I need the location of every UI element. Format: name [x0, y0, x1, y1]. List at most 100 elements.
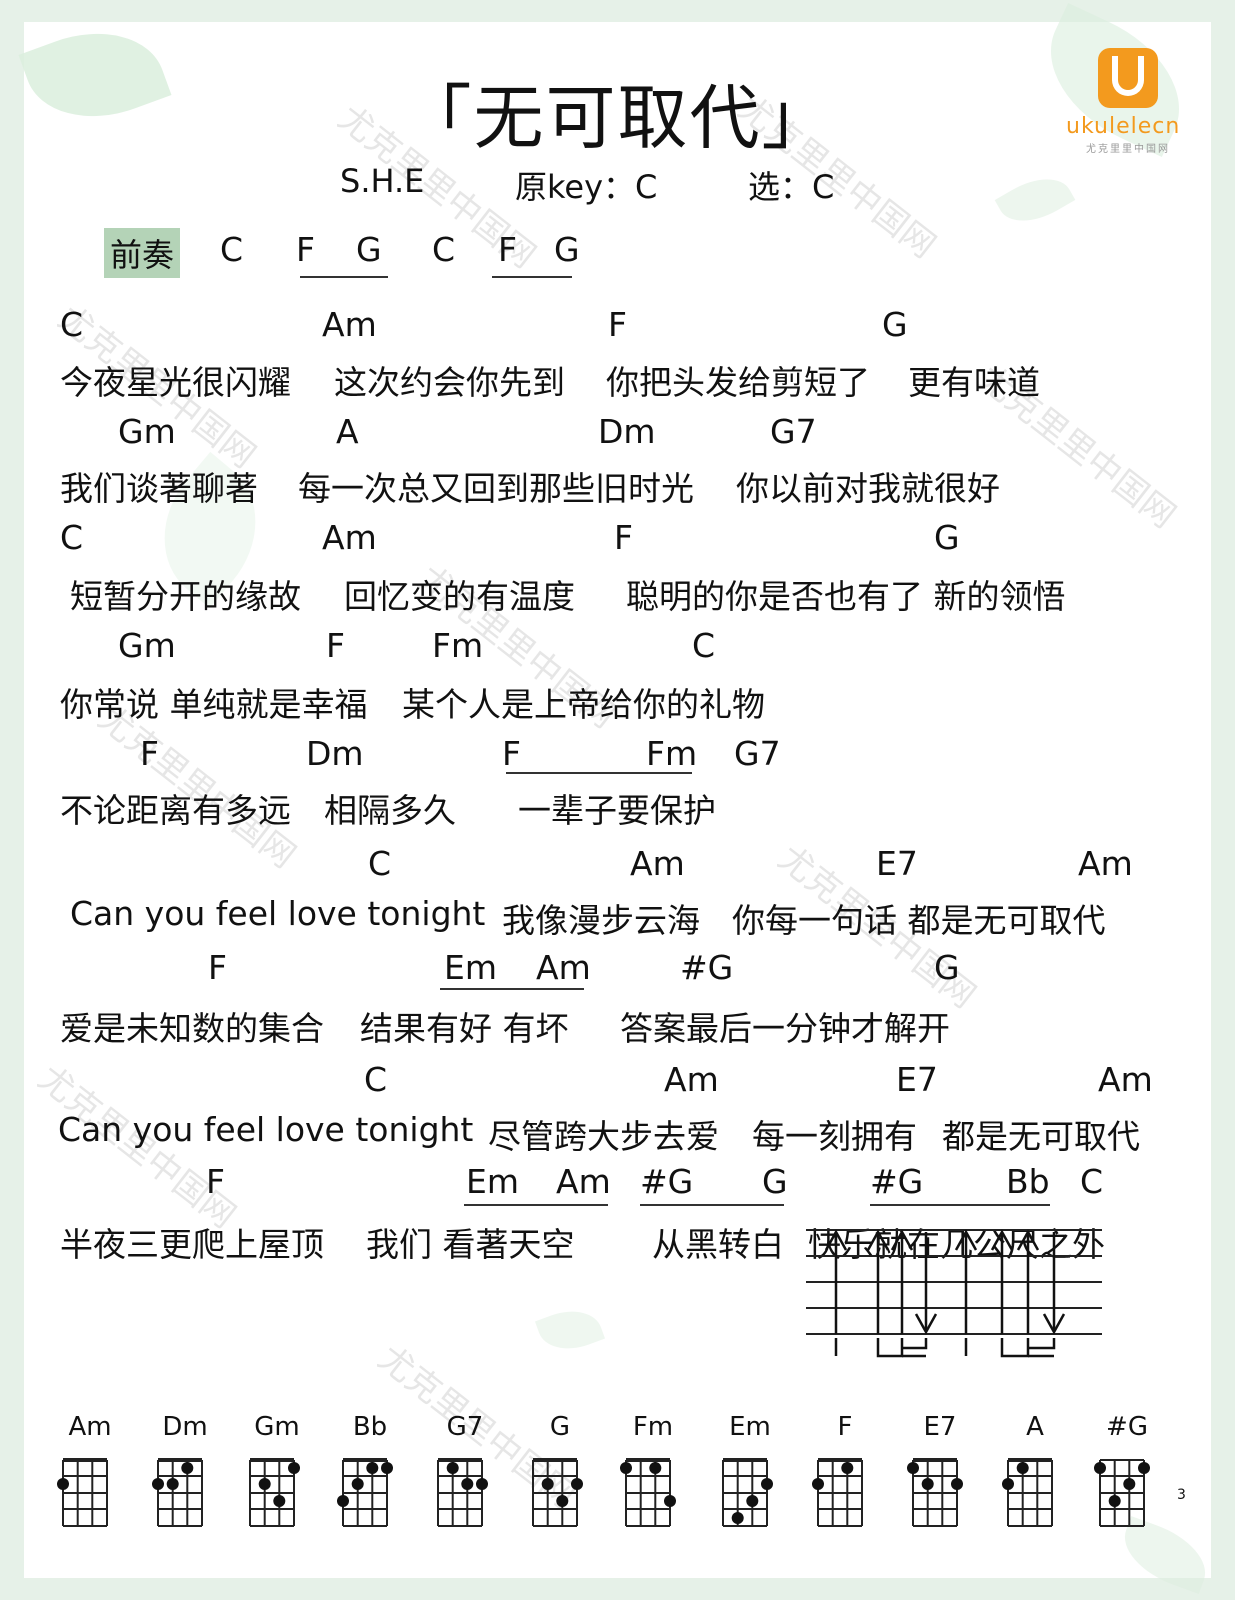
beat-underline: [640, 1204, 784, 1206]
chord: Em: [444, 948, 497, 987]
chord: Dm: [306, 734, 364, 773]
lyric-segment: 每一刻拥有: [752, 1117, 917, 1156]
chord-diagram-f: F: [810, 1412, 880, 1542]
chord: E7: [876, 844, 918, 883]
chord-diagram-g7: G7: [430, 1412, 500, 1542]
intro-label: 前奏: [104, 228, 181, 278]
chord: C: [364, 1060, 388, 1099]
chord-diagram-label: Gm: [254, 1412, 300, 1442]
chord: Fm: [432, 626, 484, 665]
lyric-segment: 回忆变的有温度: [344, 577, 575, 616]
chord-diagram-label: F: [837, 1412, 853, 1442]
lyric-segment: 尽管跨大步去爱: [488, 1117, 719, 1156]
chord: F: [614, 518, 633, 557]
chord-diagram-bb: Bb: [335, 1412, 405, 1542]
chord-diagram-dm: Dm: [150, 1412, 220, 1542]
beat-underline: [300, 276, 388, 278]
chord: #G: [680, 948, 734, 987]
chord-diagram-em: Em: [715, 1412, 785, 1542]
lyric-segment: Can you feel love tonight: [70, 894, 486, 933]
lyric-segment: 你常说 单纯就是幸福: [60, 685, 368, 724]
lyric-segment: 你以前对我就很好: [736, 469, 1000, 508]
lyric-segment: 不论距离有多远: [60, 791, 291, 830]
beat-underline: [492, 276, 572, 278]
chord-diagram-g: G: [525, 1412, 595, 1542]
intro-chord: G: [554, 230, 580, 269]
chord: Am: [556, 1162, 611, 1201]
chord-diagram-label: A: [1026, 1412, 1044, 1442]
intro-chord: F: [498, 230, 517, 269]
song-title: 「无可取代」: [401, 77, 834, 159]
chord: Gm: [118, 412, 176, 451]
chord: Am: [664, 1060, 719, 1099]
chord: #G: [870, 1162, 924, 1201]
chord: G: [882, 305, 908, 344]
chord-diagram-label: E7: [923, 1412, 957, 1442]
chord-diagram-label: Dm: [162, 1412, 208, 1442]
beat-underline: [870, 1204, 1050, 1206]
logo-subtitle: 尤克里里中国网: [1086, 144, 1170, 155]
lyric-segment: 你每一句话 都是无可取代: [732, 901, 1106, 940]
chord: Am: [630, 844, 685, 883]
beat-underline: [464, 1204, 608, 1206]
lyric-segment: 爱是未知数的集合: [60, 1009, 324, 1048]
ukulele-logo-icon: [1098, 48, 1158, 108]
chord: Gm: [118, 626, 176, 665]
lyric-segment: 从黑转白: [652, 1225, 784, 1264]
selected-key: 选：C: [748, 168, 835, 206]
chord-diagram-label: Em: [729, 1412, 771, 1442]
chord-diagram-e7: E7: [905, 1412, 975, 1542]
lyric-segment: 都是无可取代: [942, 1117, 1140, 1156]
chord: Fm: [646, 734, 698, 773]
intro-chord: C: [220, 230, 244, 269]
chord-diagram-label: Bb: [352, 1412, 388, 1442]
chord: C: [692, 626, 716, 665]
artist: S.H.E: [340, 162, 425, 200]
chord: G7: [734, 734, 781, 773]
lyric-segment: 快乐就在几公尺之外: [808, 1225, 1105, 1264]
logo-brand: ukulelecn: [1066, 114, 1181, 139]
lyric-segment: 一辈子要保护: [518, 791, 716, 830]
beat-underline: [506, 772, 692, 774]
chord-diagram-label: #G: [1106, 1412, 1148, 1442]
chord: Am: [1078, 844, 1133, 883]
original-key: 原key：C: [515, 168, 658, 206]
chord: F: [502, 734, 521, 773]
chord-diagram-fm: Fm: [618, 1412, 688, 1542]
lyric-segment: 某个人是上帝给你的礼物: [402, 685, 765, 724]
fret-position-number: 3: [1177, 1487, 1186, 1503]
lyric-segment: 更有味道: [908, 363, 1040, 402]
chord: F: [608, 305, 627, 344]
lyric-segment: 我像漫步云海: [502, 901, 700, 940]
intro-chord: C: [432, 230, 456, 269]
chord: F: [140, 734, 159, 773]
lyric-segment: 每一次总又回到那些旧时光: [298, 469, 694, 508]
chord-diagram-label: G: [549, 1412, 571, 1442]
intro-chord: G: [356, 230, 382, 269]
lyric-segment: 结果有好 有坏: [360, 1009, 569, 1048]
chord-diagram-gm: Gm: [242, 1412, 312, 1542]
chord: G7: [770, 412, 817, 451]
chord: #G: [640, 1162, 694, 1201]
beat-underline: [440, 988, 584, 990]
chord: Bb: [1006, 1162, 1050, 1201]
lyric-segment: 我们谈著聊著: [60, 469, 258, 508]
chord: F: [208, 948, 227, 987]
lyric-segment: 相隔多久: [324, 791, 456, 830]
lyric-segment: Can you feel love tonight: [58, 1110, 474, 1149]
lyric-segment: 今夜星光很闪耀: [60, 363, 291, 402]
chord: Em: [466, 1162, 519, 1201]
chord: E7: [896, 1060, 938, 1099]
chord-diagram-sharp-g: #G: [1092, 1412, 1162, 1542]
chord: Dm: [598, 412, 656, 451]
lyric-segment: 你把头发给剪短了: [606, 363, 870, 402]
chord-diagram-label: Fm: [632, 1412, 674, 1442]
chord: C: [60, 518, 84, 557]
chord: A: [336, 412, 359, 451]
lyric-segment: 答案最后一分钟才解开: [620, 1009, 950, 1048]
chord: C: [1080, 1162, 1104, 1201]
lyric-segment: 聪明的你是否也有了 新的领悟: [626, 577, 1066, 616]
chord: F: [326, 626, 345, 665]
lyric-segment: 半夜三更爬上屋顶: [60, 1225, 324, 1264]
chord-diagram-am: Am: [55, 1412, 125, 1542]
